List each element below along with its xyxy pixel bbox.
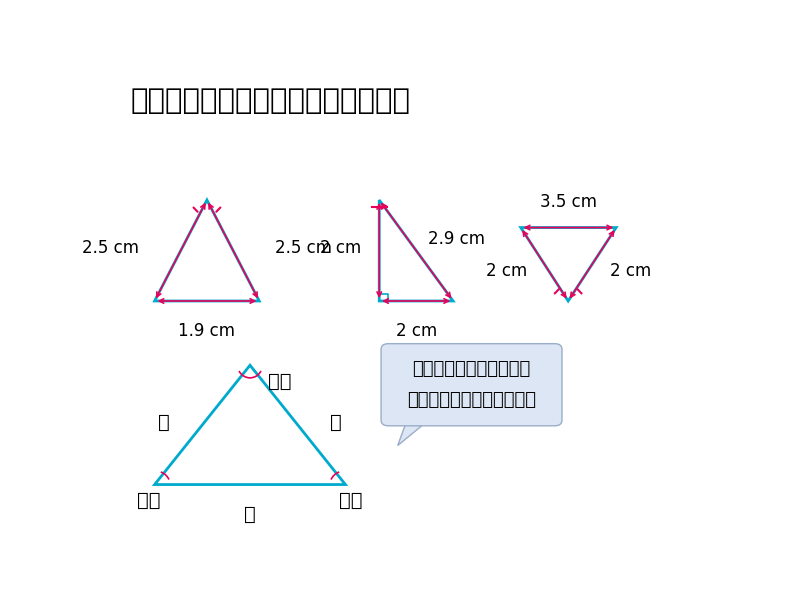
- Text: 两条边相等的三角形是等腰三角形。: 两条边相等的三角形是等腰三角形。: [130, 88, 410, 116]
- Text: 腰: 腰: [330, 413, 341, 432]
- Text: 2.9 cm: 2.9 cm: [429, 230, 485, 248]
- Text: 3.5 cm: 3.5 cm: [540, 194, 596, 212]
- Text: 2 cm: 2 cm: [486, 262, 527, 280]
- Polygon shape: [398, 420, 429, 446]
- Text: 底: 底: [244, 505, 256, 524]
- Text: 顶角: 顶角: [268, 372, 292, 391]
- Text: 1.9 cm: 1.9 cm: [179, 322, 236, 340]
- Text: 底角: 底角: [339, 492, 363, 510]
- Text: 2 cm: 2 cm: [395, 322, 437, 340]
- Text: 腰: 腰: [158, 413, 170, 432]
- FancyBboxPatch shape: [381, 344, 562, 426]
- Text: 2.5 cm: 2.5 cm: [83, 239, 139, 257]
- Text: 2 cm: 2 cm: [319, 239, 360, 257]
- Text: 2.5 cm: 2.5 cm: [275, 239, 332, 257]
- Text: 上面等腰三角形的顶角和
底角分别在哪里？指一指。: 上面等腰三角形的顶角和 底角分别在哪里？指一指。: [407, 361, 536, 409]
- Text: 底角: 底角: [137, 492, 160, 510]
- Text: 2 cm: 2 cm: [610, 262, 651, 280]
